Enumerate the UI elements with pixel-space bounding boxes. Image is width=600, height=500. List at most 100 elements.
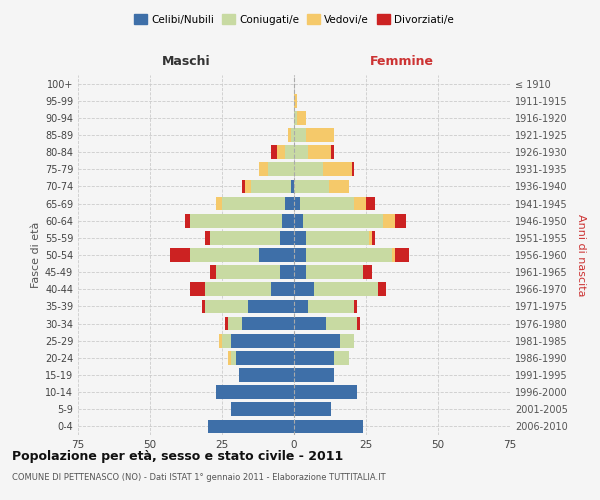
Bar	[294, 420, 363, 434]
Bar	[294, 162, 323, 176]
Bar	[190, 282, 205, 296]
Text: Femmine: Femmine	[370, 55, 434, 68]
Bar	[222, 334, 230, 347]
Bar	[300, 196, 355, 210]
Bar	[294, 334, 340, 347]
Bar	[286, 146, 294, 159]
Bar	[395, 248, 409, 262]
Bar	[277, 146, 286, 159]
Bar	[305, 248, 392, 262]
Bar	[294, 402, 331, 416]
Bar	[294, 94, 297, 108]
Y-axis label: Fasce di età: Fasce di età	[31, 222, 41, 288]
Bar	[230, 334, 294, 347]
Bar	[294, 282, 314, 296]
Bar	[294, 316, 326, 330]
Bar	[331, 146, 334, 159]
Bar	[205, 282, 271, 296]
Bar	[334, 351, 349, 364]
Bar	[297, 111, 305, 124]
Bar	[294, 146, 308, 159]
Bar	[242, 316, 294, 330]
Bar	[222, 196, 286, 210]
Bar	[205, 300, 248, 314]
Bar	[286, 196, 294, 210]
Bar	[340, 334, 355, 347]
Bar	[271, 282, 294, 296]
Bar	[294, 266, 305, 279]
Bar	[230, 402, 294, 416]
Bar	[302, 214, 383, 228]
Bar	[294, 214, 302, 228]
Text: Popolazione per età, sesso e stato civile - 2011: Popolazione per età, sesso e stato civil…	[12, 450, 343, 463]
Bar	[291, 180, 294, 194]
Bar	[190, 214, 283, 228]
Bar	[314, 282, 377, 296]
Bar	[202, 300, 205, 314]
Bar	[308, 146, 331, 159]
Bar	[216, 386, 294, 399]
Legend: Celibi/Nubili, Coniugati/e, Vedovi/e, Divorziati/e: Celibi/Nubili, Coniugati/e, Vedovi/e, Di…	[130, 10, 458, 29]
Bar	[245, 180, 251, 194]
Bar	[280, 266, 294, 279]
Bar	[294, 128, 305, 142]
Bar	[305, 128, 334, 142]
Bar	[211, 266, 216, 279]
Bar	[372, 231, 374, 244]
Bar	[355, 300, 358, 314]
Bar	[259, 248, 294, 262]
Bar	[216, 196, 222, 210]
Bar	[294, 196, 300, 210]
Bar	[355, 196, 366, 210]
Bar	[305, 266, 363, 279]
Y-axis label: Anni di nascita: Anni di nascita	[576, 214, 586, 296]
Bar	[323, 162, 352, 176]
Bar	[369, 231, 372, 244]
Bar	[280, 231, 294, 244]
Bar	[288, 128, 291, 142]
Bar	[326, 316, 358, 330]
Bar	[242, 180, 245, 194]
Bar	[205, 231, 211, 244]
Bar	[190, 248, 259, 262]
Bar	[219, 334, 222, 347]
Bar	[225, 316, 228, 330]
Bar	[308, 300, 355, 314]
Bar	[294, 248, 305, 262]
Bar	[329, 180, 349, 194]
Bar	[305, 231, 369, 244]
Bar	[271, 146, 277, 159]
Bar	[239, 368, 294, 382]
Bar	[170, 248, 190, 262]
Bar	[294, 111, 297, 124]
Bar	[294, 231, 305, 244]
Bar	[294, 368, 334, 382]
Bar	[352, 162, 355, 176]
Bar	[230, 351, 236, 364]
Bar	[259, 162, 268, 176]
Bar	[228, 316, 242, 330]
Bar	[294, 351, 334, 364]
Text: COMUNE DI PETTENASCO (NO) - Dati ISTAT 1° gennaio 2011 - Elaborazione TUTTITALIA: COMUNE DI PETTENASCO (NO) - Dati ISTAT 1…	[12, 472, 386, 482]
Bar	[363, 266, 372, 279]
Bar	[283, 214, 294, 228]
Bar	[294, 180, 329, 194]
Bar	[248, 300, 294, 314]
Bar	[392, 248, 395, 262]
Bar	[208, 420, 294, 434]
Bar	[294, 386, 358, 399]
Bar	[294, 300, 308, 314]
Bar	[211, 231, 280, 244]
Bar	[383, 214, 395, 228]
Bar	[358, 316, 360, 330]
Bar	[377, 282, 386, 296]
Bar	[251, 180, 291, 194]
Bar	[268, 162, 294, 176]
Bar	[395, 214, 406, 228]
Bar	[185, 214, 190, 228]
Bar	[216, 266, 280, 279]
Text: Maschi: Maschi	[161, 55, 211, 68]
Bar	[228, 351, 230, 364]
Bar	[366, 196, 374, 210]
Bar	[236, 351, 294, 364]
